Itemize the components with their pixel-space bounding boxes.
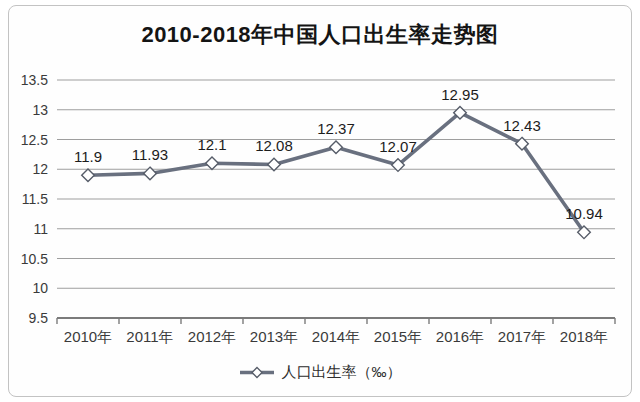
data-point-label: 12.1 — [197, 136, 226, 153]
y-tick-label: 11.5 — [22, 191, 48, 207]
y-tick-label: 12 — [32, 161, 48, 177]
data-point-label: 12.07 — [379, 138, 417, 155]
data-point-label: 12.43 — [503, 117, 541, 134]
y-tick-label: 10 — [32, 280, 48, 296]
legend-series-marker-icon — [239, 366, 275, 379]
x-tick-label: 2018年 — [560, 328, 608, 345]
x-tick-label: 2015年 — [374, 328, 422, 345]
data-point-marker — [206, 157, 219, 170]
data-point-marker — [82, 169, 95, 182]
y-tick-label: 13.5 — [21, 72, 48, 88]
legend-series-label: 人口出生率（‰） — [282, 363, 402, 382]
x-tick-label: 2013年 — [250, 328, 298, 345]
x-tick-label: 2010年 — [64, 328, 112, 345]
x-tick-label: 2012年 — [188, 328, 236, 345]
y-tick-label: 13 — [32, 102, 48, 118]
data-point-label: 10.94 — [565, 205, 603, 222]
line-chart-plot-area: 9.51010.51111.51212.51313.52010年2011年201… — [0, 0, 640, 402]
chart-image: 2010-2018年中国人口出生率走势图 9.51010.51111.51212… — [0, 0, 640, 402]
data-point-label: 12.08 — [255, 137, 293, 154]
data-point-marker — [330, 141, 343, 154]
legend: 人口出生率（‰） — [0, 363, 640, 382]
data-point-label: 12.37 — [317, 120, 355, 137]
x-tick-label: 2014年 — [312, 328, 360, 345]
data-point-label: 12.95 — [441, 86, 479, 103]
x-tick-label: 2016年 — [436, 328, 484, 345]
x-tick-label: 2017年 — [498, 328, 546, 345]
y-tick-label: 9.5 — [29, 310, 49, 326]
data-point-label: 11.93 — [132, 146, 168, 163]
data-point-label: 11.9 — [74, 148, 102, 165]
y-tick-label: 11 — [33, 221, 48, 237]
y-tick-label: 12.5 — [21, 132, 48, 148]
x-tick-label: 2011年 — [126, 328, 173, 345]
y-tick-label: 10.5 — [21, 251, 48, 267]
